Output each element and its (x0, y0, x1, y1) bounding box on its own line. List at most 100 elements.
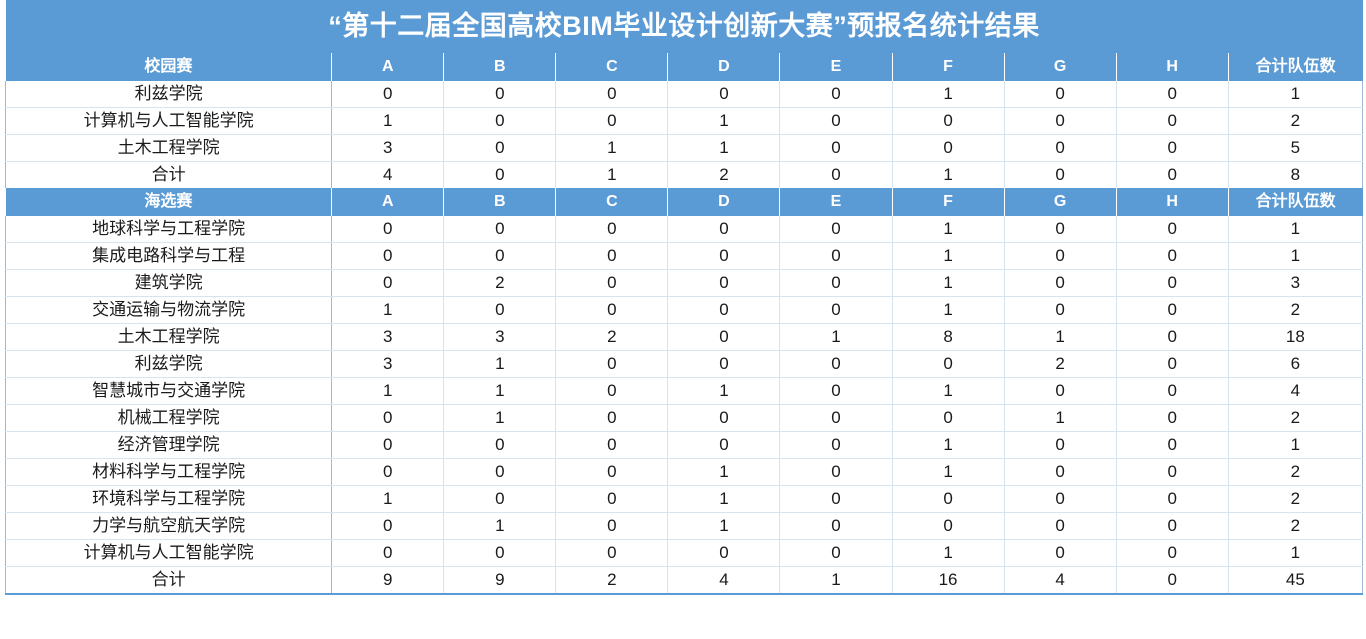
column-header-b: B (443, 53, 557, 81)
table-row: 智慧城市与交通学院 1 1 0 1 0 1 0 0 4 (4, 377, 1364, 405)
cell-d: 0 (667, 242, 781, 270)
section-header-label-campus: 校园赛 (5, 53, 333, 81)
cell-c: 0 (555, 431, 669, 459)
cell-d: 1 (667, 107, 781, 135)
cell-a: 3 (331, 350, 445, 378)
cell-c: 0 (555, 296, 669, 324)
row-label: 土木工程学院 (4, 323, 333, 351)
table-row: 建筑学院 0 2 0 0 0 1 0 0 3 (4, 269, 1364, 297)
cell-g: 0 (1004, 539, 1117, 567)
cell-a: 0 (331, 512, 445, 540)
cell-e: 0 (779, 377, 893, 405)
cell-b: 9 (443, 566, 557, 595)
cell-h: 0 (1116, 377, 1229, 405)
cell-d: 0 (667, 350, 781, 378)
cell-b: 1 (443, 512, 557, 540)
cell-c: 0 (555, 512, 669, 540)
cell-total: 5 (1228, 134, 1364, 162)
table-body: “第十二届全国高校BIM毕业设计创新大赛”预报名统计结果 校园赛 A B C D E F G H… (4, 0, 1364, 595)
cell-g: 0 (1004, 377, 1117, 405)
cell-total: 1 (1228, 539, 1364, 567)
cell-a: 0 (331, 242, 445, 270)
column-header-b: B (443, 188, 557, 216)
cell-g: 0 (1004, 216, 1117, 243)
row-label: 地球科学与工程学院 (4, 216, 333, 243)
cell-d: 2 (667, 161, 781, 188)
cell-d: 0 (667, 296, 781, 324)
cell-c: 1 (555, 134, 669, 162)
cell-e: 0 (779, 539, 893, 567)
cell-h: 0 (1116, 216, 1229, 243)
cell-g: 1 (1004, 323, 1117, 351)
cell-d: 0 (667, 404, 781, 432)
cell-d: 0 (667, 323, 781, 351)
row-label: 力学与航空航天学院 (4, 512, 333, 540)
row-label: 材料科学与工程学院 (4, 458, 333, 486)
cell-b: 0 (443, 431, 557, 459)
cell-d: 0 (667, 431, 781, 459)
cell-g: 0 (1004, 269, 1117, 297)
cell-b: 0 (443, 242, 557, 270)
cell-b: 0 (443, 107, 557, 135)
cell-h: 0 (1116, 107, 1229, 135)
table-row: 土木工程学院 3 3 2 0 1 8 1 0 18 (4, 323, 1364, 351)
column-header-h: H (1116, 188, 1229, 216)
cell-b: 0 (443, 458, 557, 486)
cell-h: 0 (1116, 404, 1229, 432)
table-row: 力学与航空航天学院 0 1 0 1 0 0 0 0 2 (4, 512, 1364, 540)
cell-g: 0 (1004, 107, 1117, 135)
cell-c: 0 (555, 269, 669, 297)
cell-f: 16 (892, 566, 1005, 595)
statistics-table: “第十二届全国高校BIM毕业设计创新大赛”预报名统计结果 校园赛 A B C D E F G H… (4, 0, 1364, 595)
cell-a: 0 (331, 539, 445, 567)
cell-e: 0 (779, 350, 893, 378)
cell-e: 0 (779, 81, 893, 108)
cell-f: 1 (892, 81, 1005, 108)
row-label: 智慧城市与交通学院 (4, 377, 333, 405)
cell-a: 1 (331, 485, 445, 513)
cell-h: 0 (1116, 458, 1229, 486)
column-header-a: A (331, 53, 445, 81)
cell-e: 0 (779, 512, 893, 540)
column-header-e: E (779, 188, 893, 216)
cell-b: 1 (443, 404, 557, 432)
cell-f: 1 (892, 539, 1005, 567)
table-row: 环境科学与工程学院 1 0 0 1 0 0 0 0 2 (4, 485, 1364, 513)
cell-g: 0 (1004, 81, 1117, 108)
cell-c: 2 (555, 566, 669, 595)
cell-g: 0 (1004, 134, 1117, 162)
row-label: 利兹学院 (4, 81, 333, 108)
cell-h: 0 (1116, 134, 1229, 162)
cell-f: 0 (892, 404, 1005, 432)
row-label: 计算机与人工智能学院 (4, 107, 333, 135)
cell-b: 1 (443, 377, 557, 405)
cell-f: 0 (892, 485, 1005, 513)
cell-b: 0 (443, 539, 557, 567)
cell-f: 1 (892, 458, 1005, 486)
cell-total: 6 (1228, 350, 1364, 378)
column-header-e: E (779, 53, 893, 81)
cell-e: 0 (779, 216, 893, 243)
cell-c: 0 (555, 216, 669, 243)
cell-d: 1 (667, 458, 781, 486)
cell-f: 1 (892, 242, 1005, 270)
cell-h: 0 (1116, 566, 1229, 595)
cell-g: 4 (1004, 566, 1117, 595)
table-row-subtotal: 合计 9 9 2 4 1 16 4 0 45 (4, 566, 1364, 595)
cell-c: 0 (555, 377, 669, 405)
cell-d: 1 (667, 134, 781, 162)
cell-a: 0 (331, 431, 445, 459)
cell-e: 0 (779, 404, 893, 432)
cell-total: 2 (1228, 404, 1364, 432)
cell-e: 0 (779, 485, 893, 513)
cell-a: 3 (331, 134, 445, 162)
cell-total: 1 (1228, 81, 1364, 108)
column-header-a: A (331, 188, 445, 216)
table-row: 地球科学与工程学院 0 0 0 0 0 1 0 0 1 (4, 216, 1364, 243)
column-header-d: D (667, 188, 781, 216)
cell-a: 9 (331, 566, 445, 595)
cell-f: 0 (892, 107, 1005, 135)
cell-h: 0 (1116, 296, 1229, 324)
cell-b: 0 (443, 161, 557, 188)
